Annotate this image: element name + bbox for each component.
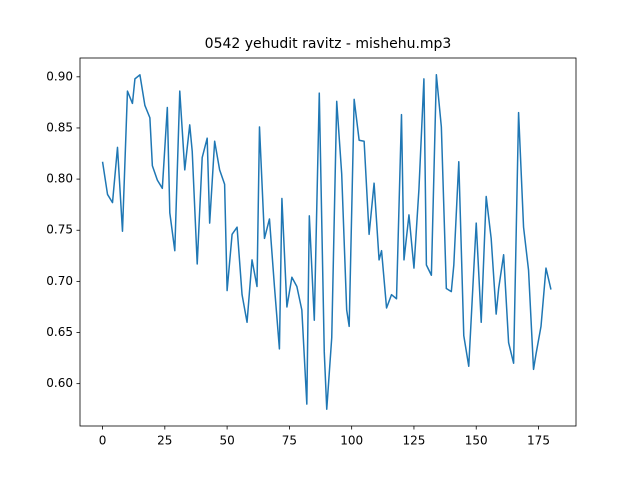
x-tick-label: 0 bbox=[99, 434, 107, 448]
y-tick-label: 0.75 bbox=[46, 223, 73, 237]
x-tick-label: 175 bbox=[527, 434, 550, 448]
y-tick-label: 0.60 bbox=[46, 376, 73, 390]
x-tick-label: 50 bbox=[219, 434, 234, 448]
y-tick-label: 0.90 bbox=[46, 69, 73, 83]
x-tick-label: 75 bbox=[282, 434, 297, 448]
x-tick-label: 25 bbox=[157, 434, 172, 448]
x-tick-label: 150 bbox=[465, 434, 488, 448]
y-tick-label: 0.80 bbox=[46, 172, 73, 186]
y-tick-label: 0.65 bbox=[46, 325, 73, 339]
y-tick-label: 0.85 bbox=[46, 120, 73, 134]
y-tick-label: 0.70 bbox=[46, 274, 73, 288]
chart-title: 0542 yehudit ravitz - mishehu.mp3 bbox=[205, 36, 452, 52]
x-tick-label: 100 bbox=[340, 434, 363, 448]
x-tick-label: 125 bbox=[402, 434, 425, 448]
plot-frame bbox=[79, 57, 577, 427]
line bbox=[101, 74, 552, 410]
